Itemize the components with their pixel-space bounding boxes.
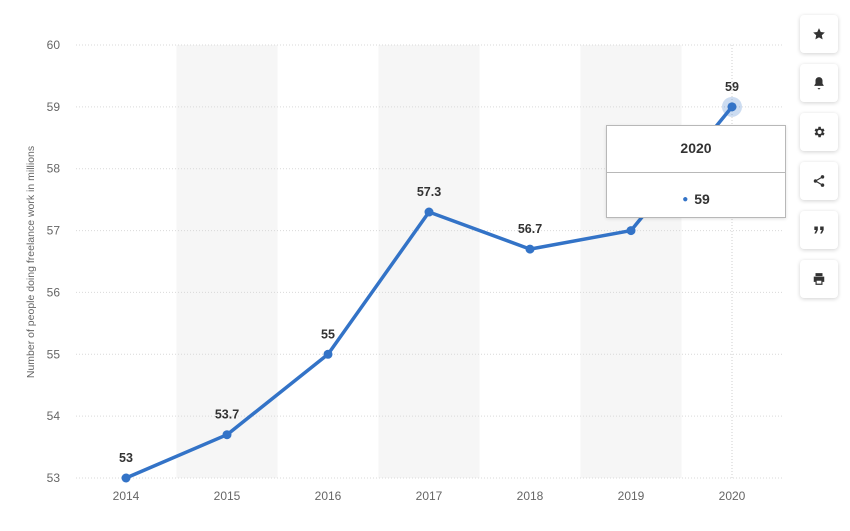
y-tick-label: 54	[47, 409, 61, 423]
cite-button[interactable]	[800, 211, 838, 249]
band-2019	[580, 45, 682, 478]
alternating-bands	[176, 45, 682, 478]
tooltip: 2020 ● 59	[606, 125, 786, 218]
settings-button[interactable]	[800, 113, 838, 151]
quote-icon	[814, 226, 824, 234]
x-axis-ticks: 2014 2015 2016 2017 2018 2019 2020	[113, 489, 746, 503]
y-axis-ticks: 53 54 55 56 57 58 59 60	[47, 38, 61, 485]
x-tick-label: 2014	[113, 489, 140, 503]
x-tick-label: 2018	[517, 489, 544, 503]
y-tick-label: 58	[47, 162, 61, 176]
x-tick-label: 2017	[416, 489, 443, 503]
y-tick-label: 56	[47, 285, 61, 299]
data-label-2018: 56.7	[518, 222, 542, 236]
y-tick-label: 60	[47, 38, 61, 52]
data-point-2020[interactable]	[727, 102, 737, 112]
y-tick-label: 53	[47, 471, 61, 485]
print-icon	[813, 273, 825, 285]
data-labels: 53 53.7 55 57.3 56.7 59	[119, 80, 739, 465]
chart-toolbar	[800, 15, 840, 309]
print-button[interactable]	[800, 260, 838, 298]
gear-icon	[814, 126, 825, 138]
data-point-2017[interactable]	[424, 207, 434, 217]
y-tick-label: 55	[47, 347, 61, 361]
share-icon	[813, 175, 825, 187]
y-axis-title: Number of people doing freelance work in…	[25, 146, 37, 378]
data-label-2014: 53	[119, 451, 133, 465]
series-line	[121, 96, 742, 483]
data-label-2015: 53.7	[215, 408, 239, 422]
y-tick-label: 57	[47, 224, 61, 238]
y-tick-label: 59	[47, 100, 61, 114]
data-label-2017: 57.3	[417, 185, 441, 199]
tooltip-body: ● 59	[607, 173, 785, 217]
share-button[interactable]	[800, 162, 838, 200]
data-label-2020: 59	[725, 80, 739, 94]
favorite-button[interactable]	[800, 15, 838, 53]
data-point-2016[interactable]	[323, 349, 333, 359]
x-tick-label: 2016	[315, 489, 342, 503]
tooltip-series-dot: ●	[682, 194, 689, 206]
data-point-2014[interactable]	[121, 473, 131, 483]
tooltip-value: 59	[694, 191, 710, 207]
data-point-2018[interactable]	[525, 244, 535, 254]
x-tick-label: 2020	[719, 489, 746, 503]
data-point-2019[interactable]	[626, 226, 636, 236]
star-icon	[813, 28, 825, 40]
bell-icon	[814, 77, 824, 90]
data-label-2016: 55	[321, 327, 335, 341]
x-tick-label: 2015	[214, 489, 241, 503]
x-tick-label: 2019	[618, 489, 645, 503]
tooltip-title: 2020	[607, 126, 785, 173]
notification-button[interactable]	[800, 64, 838, 102]
data-point-2015[interactable]	[222, 430, 232, 440]
